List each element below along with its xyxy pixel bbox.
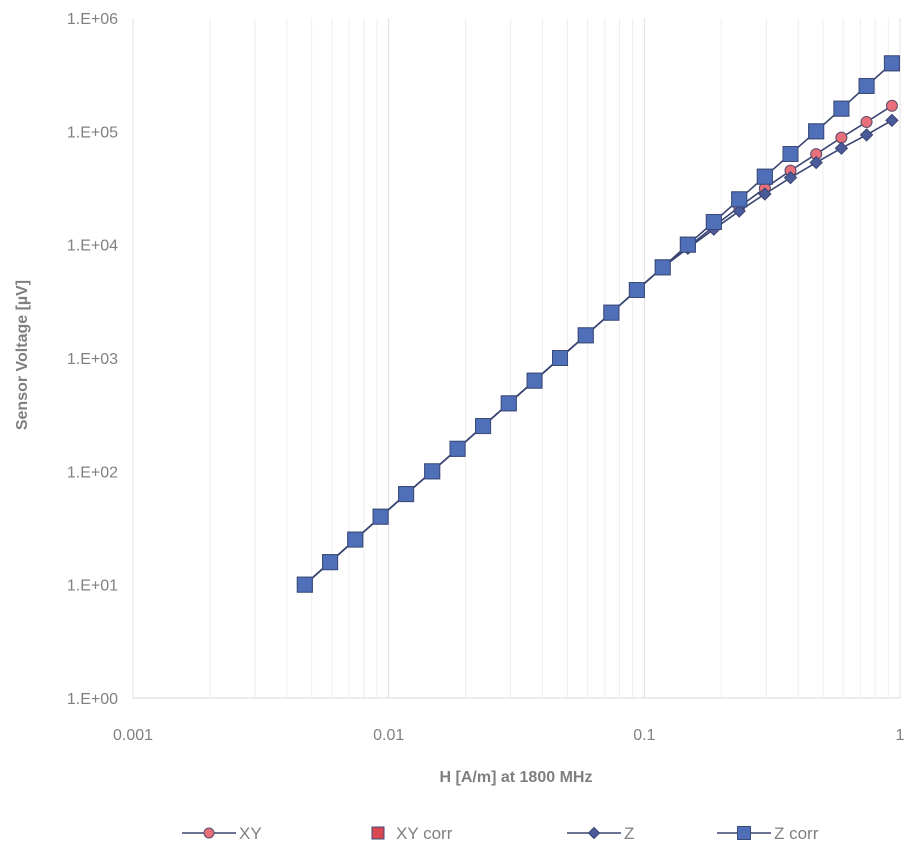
data-point [834,141,849,155]
y-axis-title: Sensor Voltage [µV] [14,280,31,430]
x-tick-label: 0.001 [113,727,153,744]
legend-marker [371,826,385,840]
legend-marker [587,826,601,840]
legend-marker [737,826,751,840]
y-tick-labels: 1.E+00 1.E+01 1.E+02 1.E+03 1.E+04 1.E+05 1.E+… [67,11,118,708]
y-tick-label: 1.E+06 [67,11,118,28]
data-point [347,531,364,548]
legend: XY XY corr Z Z corr [182,824,819,843]
data-point [758,187,772,201]
y-tick-label: 1.E+02 [67,464,118,481]
data-point [885,113,899,128]
series-layer [296,55,900,593]
legend-label: Z corr [774,824,819,843]
x-tick-label: 0.1 [633,727,655,744]
legend-item: XY [182,824,262,843]
data-point [808,123,825,140]
data-point [705,213,722,230]
x-tick-labels: 0.001 0.01 0.1 1 [113,727,905,744]
legend-label: XY corr [396,824,453,843]
series-line [304,119,893,586]
legend-label: Z [624,824,634,843]
data-point [859,128,874,142]
data-point [526,372,543,389]
y-tick-label: 1.E+03 [67,351,118,368]
data-point [883,55,900,72]
data-point [398,486,415,503]
data-point [577,327,594,344]
data-point [603,304,620,321]
data-point [833,100,850,117]
series-line [304,62,893,586]
plot-grid [132,18,901,698]
data-point [552,350,569,366]
data-point [860,115,873,128]
y-tick-label: 1.E+01 [67,578,118,595]
data-point [782,145,799,162]
data-point [654,259,671,276]
series-z-corr [296,55,900,593]
x-tick-label: 0.01 [373,727,404,744]
y-tick-label: 1.E+00 [67,691,118,708]
legend-item: Z [567,824,634,843]
series-line [304,105,893,586]
data-point [756,168,773,185]
data-point [858,77,875,94]
data-point [475,418,492,435]
data-point [322,554,339,571]
y-tick-label: 1.E+05 [67,124,118,141]
data-point [809,155,823,170]
data-point [679,236,696,253]
legend-item: XY corr [371,824,453,843]
legend-item: Z corr [717,824,819,843]
data-point [500,395,517,412]
data-point [783,170,798,185]
x-axis-title: H [A/m] at 1800 MHz [440,769,593,786]
data-point [424,463,441,480]
y-tick-label: 1.E+04 [67,238,118,255]
data-point [732,204,746,218]
data-point [835,131,848,144]
data-point [449,440,466,457]
legend-marker [203,827,215,839]
data-point [628,282,645,299]
legend-label: XY [239,824,262,843]
x-tick-label: 1 [896,727,905,744]
data-point [731,191,748,208]
data-point [372,508,389,525]
data-point [296,576,313,593]
data-point [885,99,898,112]
